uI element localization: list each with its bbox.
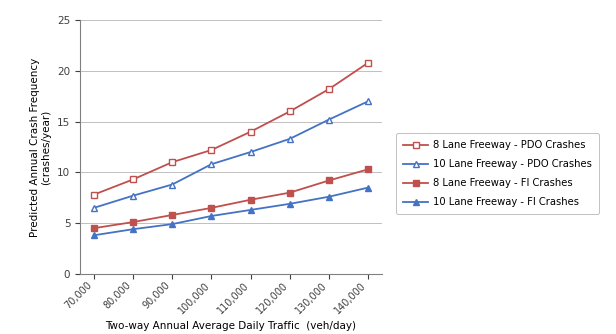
- Y-axis label: Predicted Annual Crash Frequency
(crashes/year): Predicted Annual Crash Frequency (crashe…: [30, 57, 52, 236]
- X-axis label: Two-way Annual Average Daily Traffic  (veh/day): Two-way Annual Average Daily Traffic (ve…: [105, 321, 357, 331]
- Legend: 8 Lane Freeway - PDO Crashes, 10 Lane Freeway - PDO Crashes, 8 Lane Freeway - FI: 8 Lane Freeway - PDO Crashes, 10 Lane Fr…: [396, 133, 599, 214]
